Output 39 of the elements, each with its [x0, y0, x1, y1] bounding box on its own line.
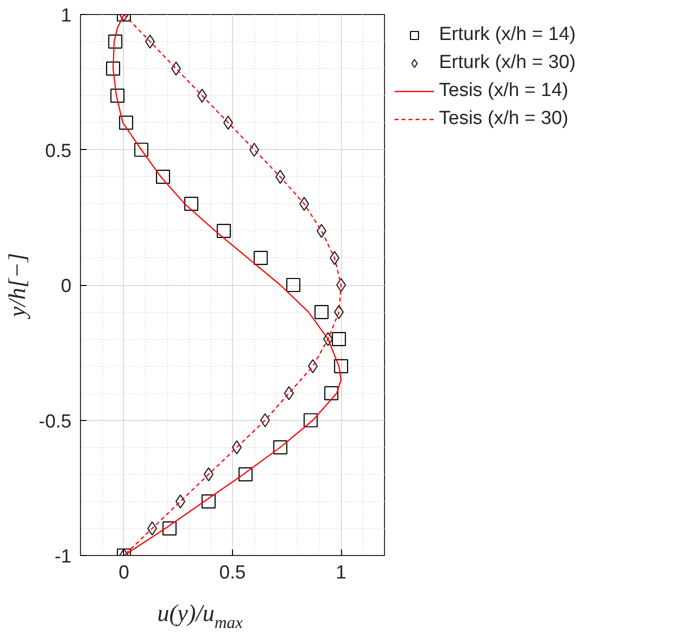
point	[286, 278, 300, 292]
y-tick-label: 0	[60, 276, 72, 297]
y-tick-label: 1	[60, 6, 72, 26]
point	[162, 521, 177, 536]
point	[324, 386, 338, 400]
point	[314, 305, 329, 320]
point	[299, 196, 310, 211]
point	[273, 440, 288, 454]
y-tick-label: -1	[54, 546, 72, 568]
point	[332, 332, 346, 346]
legend-label: Erturk (x/h = 14)	[439, 24, 576, 46]
point	[134, 142, 148, 157]
point	[223, 116, 234, 130]
point	[147, 521, 158, 536]
point	[216, 224, 231, 238]
y-tick-label: 0.5	[45, 140, 72, 162]
legend-label: Tesis (x/h = 30)	[439, 108, 568, 130]
legend-label: Tesis (x/h = 14)	[439, 80, 568, 102]
point	[308, 359, 318, 374]
point	[334, 359, 348, 374]
x-tick-label: 0.5	[219, 562, 246, 584]
point	[232, 440, 242, 454]
point	[275, 170, 286, 184]
point	[110, 88, 124, 103]
point	[254, 250, 268, 265]
point	[106, 62, 120, 76]
point	[238, 467, 253, 482]
point	[184, 196, 198, 211]
y-tick-label: -0.5	[38, 411, 72, 432]
point	[304, 413, 318, 428]
point	[156, 170, 170, 184]
x-tick-label: 1	[336, 562, 346, 584]
point	[119, 116, 134, 130]
point	[249, 142, 260, 157]
point	[202, 494, 216, 508]
legend-label: Erturk (x/h = 30)	[439, 52, 576, 74]
y-axis-title: y/h[−]	[4, 252, 31, 320]
point	[108, 34, 122, 49]
x-tick-label: 0	[118, 562, 130, 584]
